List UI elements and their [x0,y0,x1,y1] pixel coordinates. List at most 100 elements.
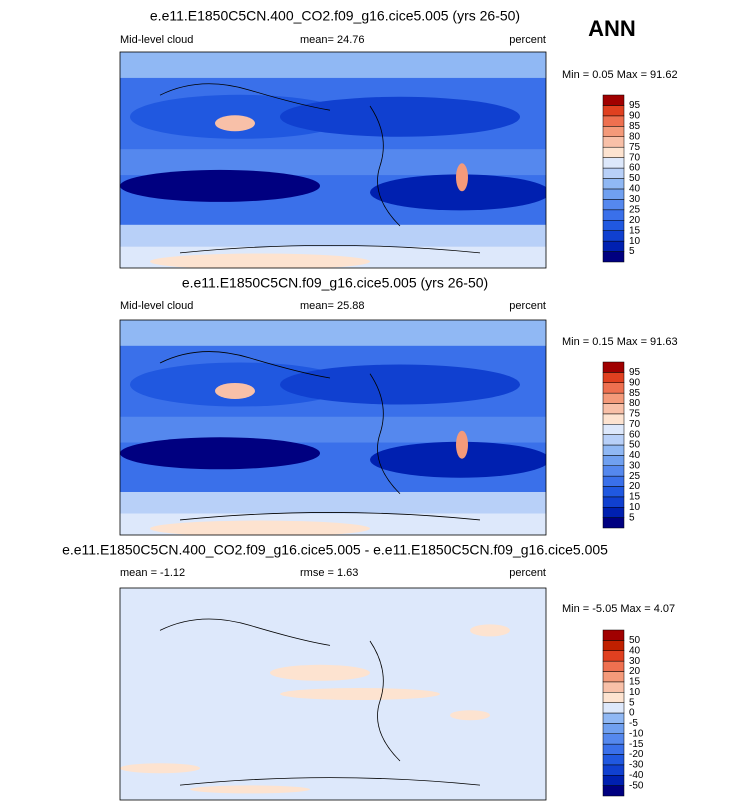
map-fill [120,492,546,514]
min-max: Min = -5.05 Max = 4.07 [562,603,675,615]
map-fill [456,430,468,459]
map-fill [280,364,520,405]
colorbar-label: 10 [629,236,641,247]
colorbar-box [602,240,625,252]
colorbar-box [602,455,625,466]
colorbar-box [602,424,625,435]
panel-title: e.e11.E1850C5CN.400_CO2.f09_g16.cice5.00… [150,8,520,24]
map-fill [190,785,310,794]
map-fill [120,763,200,774]
colorbar-box [602,209,625,221]
map-fill [150,253,370,268]
colorbar-label: 15 [629,677,641,688]
colorbar-box [602,230,625,242]
colorbar-box [602,126,625,137]
colorbar-box [602,681,625,693]
colorbar-label: -5 [629,718,638,729]
left-label: Mid-level cloud [120,34,193,46]
colorbar-label: 80 [629,398,641,409]
colorbar-label: -40 [629,770,644,781]
colorbar-label: 85 [629,388,641,399]
colorbar-box [602,496,625,508]
colorbar-box [602,723,625,734]
colorbar-label: 20 [629,215,641,226]
map [120,588,546,800]
center-label: mean= 25.88 [300,300,365,312]
colorbar-box [602,178,625,190]
colorbar-box [602,764,625,776]
colorbar-box [602,743,625,755]
colorbar-label: 95 [629,100,641,111]
colorbar-box [602,640,625,651]
map-frame [119,51,547,269]
panel-title: e.e11.E1850C5CN.f09_g16.cice5.005 (yrs 2… [182,275,488,291]
colorbar-box [602,712,625,724]
colorbar-label: -10 [629,728,644,739]
colorbar-box [602,733,625,745]
map-fill [120,169,320,202]
colorbar-label: 50 [629,173,641,184]
right-label: percent [509,300,546,312]
colorbar-label: 5 [629,697,635,708]
map-fill [215,115,255,132]
colorbar-box [602,754,625,766]
colorbar-label: 30 [629,460,641,471]
colorbar-box [602,157,625,169]
map-fill [120,320,546,346]
colorbar-label: 25 [629,204,641,215]
colorbar-label: -20 [629,749,644,760]
colorbar-label: 95 [629,367,641,378]
colorbar-label: 70 [629,419,641,430]
right-label: percent [509,567,546,579]
colorbar-box [602,475,625,487]
colorbar-box [602,413,625,425]
colorbar-label: 90 [629,377,641,388]
colorbar-label: 80 [629,131,641,142]
season-label: ANN [588,16,636,41]
coastline [159,618,481,786]
colorbar-box [602,775,625,786]
map-fill [280,96,520,137]
colorbar-label: -50 [629,780,644,791]
map-fill [470,624,510,637]
colorbar-label: 10 [629,687,641,698]
colorbar-label: 50 [629,440,641,451]
colorbar-box [602,507,625,518]
colorbar-label: 40 [629,450,641,461]
colorbar-box [602,167,625,179]
colorbar-box [602,465,625,477]
colorbar-label: 30 [629,194,641,205]
colorbar-label: 85 [629,121,641,132]
colorbar-box [602,692,625,703]
map-frame [119,587,547,801]
colorbar-label: 50 [629,635,641,646]
colorbar-label: 25 [629,471,641,482]
map-fill [270,664,370,681]
map-fill [120,437,320,470]
map-fill [456,163,468,192]
colorbar-box [602,392,625,404]
colorbar-label: 20 [629,481,641,492]
colorbar-box [602,650,625,662]
colorbar-label: 40 [629,645,641,656]
colorbar-box [602,629,625,641]
right-label: percent [509,34,546,46]
map-frame [119,319,547,536]
colorbar-label: 15 [629,492,641,503]
colorbar-label: 5 [629,512,635,523]
colorbar-label: 60 [629,429,641,440]
colorbar-box [602,785,625,797]
colorbar-label: 60 [629,163,641,174]
colorbar-box [602,372,625,383]
map [120,52,546,268]
colorbar-label: 15 [629,225,641,236]
colorbar-box [602,382,625,394]
panel-title: e.e11.E1850C5CN.400_CO2.f09_g16.cice5.00… [62,542,608,558]
colorbar-label: -15 [629,739,644,750]
map-fill [215,382,255,399]
colorbar-box [602,517,625,529]
coastline [159,351,481,521]
map-fill [370,174,546,211]
colorbar-label: 10 [629,502,641,513]
